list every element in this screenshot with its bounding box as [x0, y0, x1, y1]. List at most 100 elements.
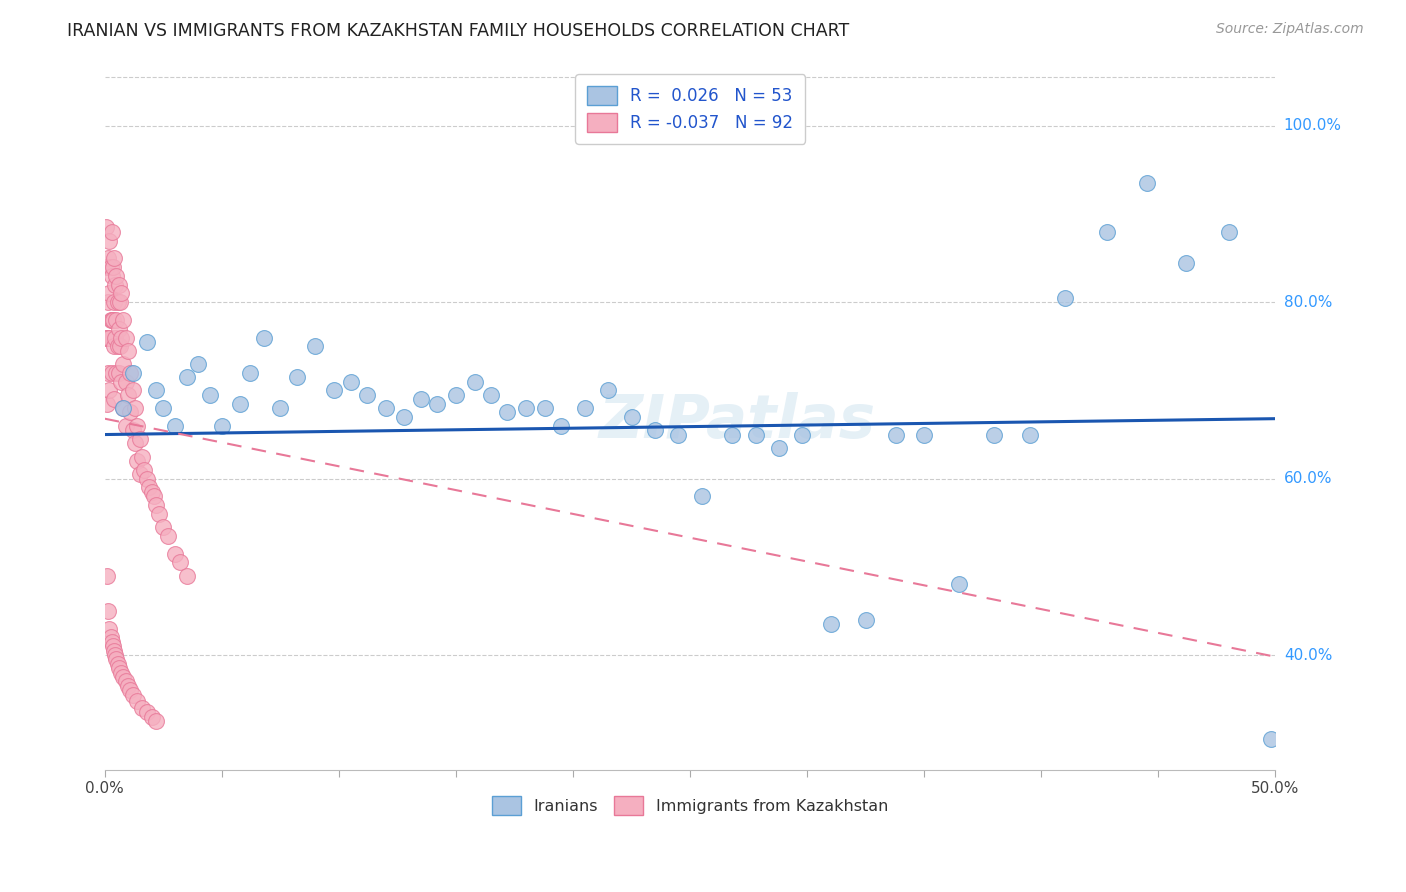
Point [110, 375, 132, 389]
Point [550, 418, 572, 433]
Point [98, 234, 121, 248]
Text: 100.0%: 100.0% [1284, 119, 1341, 134]
Point [1260, 731, 1282, 746]
Point [98, 286, 121, 301]
Point [107, 277, 129, 292]
Point [163, 418, 186, 433]
Point [117, 388, 139, 402]
Point [983, 427, 1005, 442]
Point [105, 268, 128, 283]
Point [1018, 427, 1040, 442]
Point [124, 436, 146, 450]
Point [104, 330, 127, 344]
Point [131, 701, 153, 715]
Point [127, 694, 149, 708]
Text: Source: ZipAtlas.com: Source: ZipAtlas.com [1216, 22, 1364, 37]
Point [114, 418, 136, 433]
Point [176, 370, 198, 384]
Point [229, 397, 252, 411]
Point [644, 423, 666, 437]
Point [855, 613, 877, 627]
Point [107, 322, 129, 336]
Point [574, 401, 596, 415]
Point [444, 388, 467, 402]
Point [1136, 176, 1159, 190]
Point [110, 330, 132, 344]
Point [100, 634, 122, 648]
Legend: Iranians, Immigrants from Kazakhstan: Iranians, Immigrants from Kazakhstan [482, 787, 897, 824]
Point [721, 427, 744, 442]
Point [948, 577, 970, 591]
Point [105, 652, 128, 666]
Point [253, 330, 276, 344]
Point [120, 405, 142, 419]
Point [912, 427, 935, 442]
Point [103, 295, 125, 310]
Point [152, 401, 174, 415]
Point [107, 661, 129, 675]
Point [374, 401, 396, 415]
Point [107, 339, 129, 353]
Point [156, 529, 179, 543]
Text: IRANIAN VS IMMIGRANTS FROM KAZAKHSTAN FAMILY HOUSEHOLDS CORRELATION CHART: IRANIAN VS IMMIGRANTS FROM KAZAKHSTAN FA… [67, 22, 849, 40]
Point [112, 670, 135, 684]
Point [145, 498, 167, 512]
Point [124, 401, 146, 415]
Text: 60.0%: 60.0% [1284, 471, 1333, 486]
Point [1218, 225, 1240, 239]
Point [304, 339, 326, 353]
Point [187, 357, 209, 371]
Point [121, 423, 143, 437]
Point [152, 520, 174, 534]
Point [515, 401, 537, 415]
Point [114, 375, 136, 389]
Point [620, 409, 643, 424]
Point [792, 427, 814, 442]
Point [464, 375, 486, 389]
Point [744, 427, 766, 442]
Point [690, 489, 713, 503]
Point [820, 617, 842, 632]
Point [103, 392, 125, 407]
Point [97, 295, 120, 310]
Point [142, 489, 165, 503]
Point [96, 260, 118, 274]
Point [127, 454, 149, 468]
Point [239, 366, 262, 380]
Point [100, 366, 122, 380]
Point [101, 639, 124, 653]
Point [163, 547, 186, 561]
Point [131, 450, 153, 464]
Point [496, 405, 519, 419]
Point [169, 556, 191, 570]
Point [121, 688, 143, 702]
Point [394, 409, 416, 424]
Point [269, 401, 291, 415]
Point [141, 484, 163, 499]
Point [145, 714, 167, 728]
Point [127, 418, 149, 433]
Point [198, 388, 221, 402]
Point [148, 507, 170, 521]
Point [104, 648, 127, 662]
Point [98, 330, 121, 344]
Point [94, 330, 117, 344]
Point [138, 480, 160, 494]
Point [145, 384, 167, 398]
Point [104, 277, 127, 292]
Point [105, 313, 128, 327]
Point [101, 260, 124, 274]
Point [94, 220, 117, 235]
Text: ZIPatlas: ZIPatlas [599, 392, 876, 450]
Point [121, 366, 143, 380]
Point [117, 343, 139, 358]
Point [101, 313, 124, 327]
Point [112, 313, 135, 327]
Point [96, 568, 118, 582]
Point [117, 679, 139, 693]
Point [103, 251, 125, 265]
Point [1053, 291, 1076, 305]
Point [479, 388, 502, 402]
Point [135, 334, 157, 349]
Point [100, 313, 122, 327]
